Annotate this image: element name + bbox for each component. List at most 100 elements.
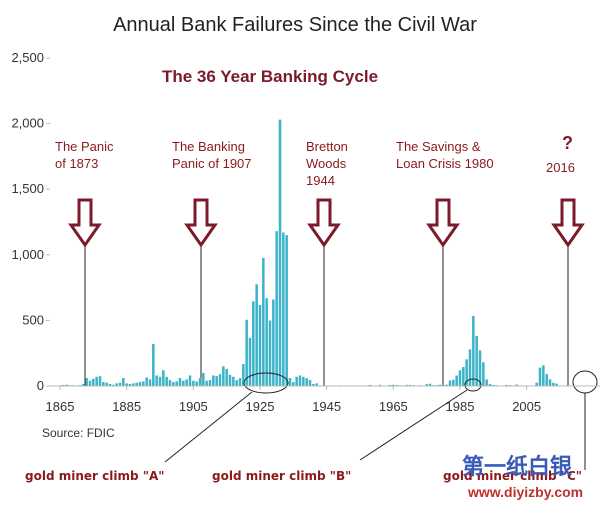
y-tick-label: 1,500 — [11, 181, 44, 196]
bar — [505, 384, 508, 386]
bar — [298, 375, 302, 386]
annotation: Woods — [306, 156, 347, 171]
bar — [128, 384, 132, 386]
bar — [195, 381, 198, 386]
bar — [218, 374, 222, 386]
bar — [535, 382, 538, 386]
bar — [85, 378, 88, 386]
bar — [395, 384, 398, 386]
callout-shapes — [164, 370, 598, 470]
bar — [458, 370, 462, 386]
bar — [92, 378, 95, 386]
x-tick-label: 1985 — [446, 399, 475, 414]
bar — [202, 372, 205, 386]
bar — [225, 368, 228, 386]
bar — [268, 320, 272, 386]
annotation: The Banking — [172, 139, 245, 154]
bar — [378, 384, 382, 386]
bar — [442, 384, 445, 386]
bar — [248, 337, 252, 386]
plot-area — [58, 119, 558, 387]
bar — [295, 376, 298, 386]
bar — [285, 235, 288, 386]
x-tick-label: 1905 — [179, 399, 208, 414]
annotation: Panic of 1907 — [172, 156, 252, 171]
bar — [478, 350, 482, 386]
bar — [205, 380, 208, 386]
bar — [262, 257, 265, 386]
callout: gold miner climb "C" — [443, 469, 582, 483]
bar — [222, 366, 225, 386]
bar — [245, 319, 248, 386]
bar — [132, 383, 135, 386]
bar — [198, 378, 202, 386]
bar — [155, 375, 158, 386]
bar — [545, 373, 548, 386]
bar — [292, 382, 295, 386]
y-tick-label: 2,500 — [11, 50, 44, 65]
bar — [135, 382, 138, 386]
bar — [288, 378, 292, 386]
bar — [122, 378, 125, 386]
watermark: www.diyizby.com — [467, 484, 583, 500]
bar — [105, 382, 108, 386]
annotation: The Panic — [55, 139, 114, 154]
bar — [238, 378, 242, 386]
bar — [312, 384, 315, 386]
bar — [438, 384, 442, 386]
bar — [215, 376, 218, 386]
bar — [272, 299, 275, 386]
bar — [242, 363, 245, 386]
bar — [472, 315, 475, 386]
bar — [112, 384, 115, 386]
bar — [392, 384, 395, 386]
bar — [172, 382, 175, 386]
callout: gold miner climb "A" — [25, 469, 165, 483]
arrows — [68, 198, 585, 386]
bar — [165, 376, 168, 386]
bar — [142, 381, 145, 386]
bar — [185, 379, 188, 386]
bar — [228, 374, 232, 386]
bar — [212, 375, 215, 386]
bar — [158, 376, 162, 386]
x-tick-label: 1885 — [112, 399, 141, 414]
bar — [308, 380, 312, 386]
bar — [95, 376, 98, 386]
bar — [138, 382, 142, 386]
bar — [88, 380, 92, 386]
bar — [452, 379, 455, 386]
annotation: of 1873 — [55, 156, 98, 171]
bar — [425, 384, 428, 386]
bar — [258, 304, 262, 386]
bar — [282, 232, 285, 386]
bar — [125, 383, 128, 386]
bar — [265, 298, 268, 386]
chart-subtitle: The 36 Year Banking Cycle — [162, 67, 378, 86]
bar — [485, 379, 488, 386]
bar — [302, 376, 305, 386]
bar — [148, 379, 152, 386]
bar — [82, 384, 85, 386]
bar — [555, 383, 558, 386]
annotation: Bretton — [306, 139, 348, 154]
bar — [235, 380, 238, 386]
bar — [152, 344, 155, 386]
bar — [482, 362, 485, 386]
bar — [468, 349, 472, 386]
source: Source: FDIC — [42, 426, 115, 440]
bar — [475, 335, 478, 386]
bar — [145, 377, 148, 386]
bar — [255, 284, 258, 386]
bar — [162, 370, 165, 386]
bar — [405, 384, 408, 386]
bar — [368, 384, 372, 386]
bar — [108, 384, 112, 386]
x-tick-label: 1965 — [379, 399, 408, 414]
bar — [252, 301, 255, 386]
bar — [175, 381, 178, 386]
x-tick-label: 1925 — [246, 399, 275, 414]
annotation: ? — [562, 133, 573, 153]
bar — [275, 231, 278, 386]
